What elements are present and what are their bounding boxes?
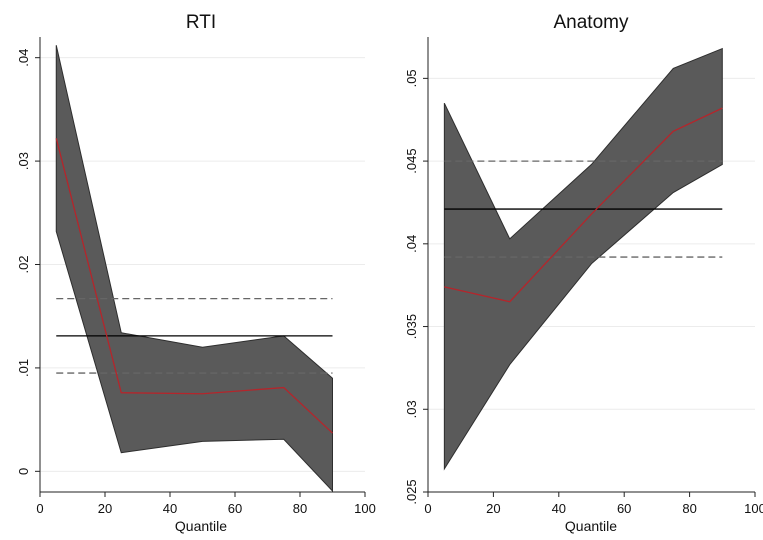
x-tick-label: 40	[163, 501, 177, 516]
panel-anatomy: .025 .03 .035 .04 .045 .05 0 20 40 60 80 100 Anatom…	[404, 12, 763, 534]
x-tick-label: 20	[98, 501, 112, 516]
confidence-band	[55, 45, 333, 493]
chart-title: RTI	[186, 12, 216, 33]
x-tick-label: 0	[424, 501, 431, 516]
y-tick-label: 0	[16, 468, 31, 475]
y-tick-label: .05	[404, 69, 419, 87]
y-tick-label: .03	[404, 400, 419, 418]
chart-title: Anatomy	[554, 12, 629, 33]
x-tick-label: 40	[552, 501, 566, 516]
x-tick-label: 100	[744, 501, 763, 516]
x-tick-label: 0	[36, 501, 43, 516]
x-tick-label: 80	[293, 501, 307, 516]
x-tick-label: 60	[228, 501, 242, 516]
y-tick-label: .03	[16, 152, 31, 170]
y-tick-label: .025	[404, 479, 419, 504]
y-tick-label: .01	[16, 359, 31, 377]
plot-area: 0 .01 .02 .03 .04 0 20 40 60 80 100	[16, 37, 376, 516]
y-tick-label: .035	[404, 314, 419, 339]
x-tick-label: 60	[617, 501, 631, 516]
panel-rti: 0 .01 .02 .03 .04 0 20 40 60 80 100 RTI Quantile	[16, 12, 376, 534]
x-axis-label: Quantile	[175, 518, 227, 534]
y-tick-label: .045	[404, 148, 419, 173]
plot-area: .025 .03 .035 .04 .045 .05 0 20 40 60 80 100	[404, 37, 763, 516]
x-axis-label: Quantile	[565, 518, 617, 534]
x-tick-label: 20	[486, 501, 500, 516]
estimate-line	[55, 138, 333, 434]
confidence-band	[443, 47, 723, 471]
x-tick-label: 100	[354, 501, 376, 516]
y-tick-label: .04	[404, 235, 419, 253]
estimate-line	[444, 107, 723, 303]
x-tick-label: 80	[682, 501, 696, 516]
y-tick-label: .02	[16, 255, 31, 273]
y-tick-label: .04	[16, 49, 31, 67]
